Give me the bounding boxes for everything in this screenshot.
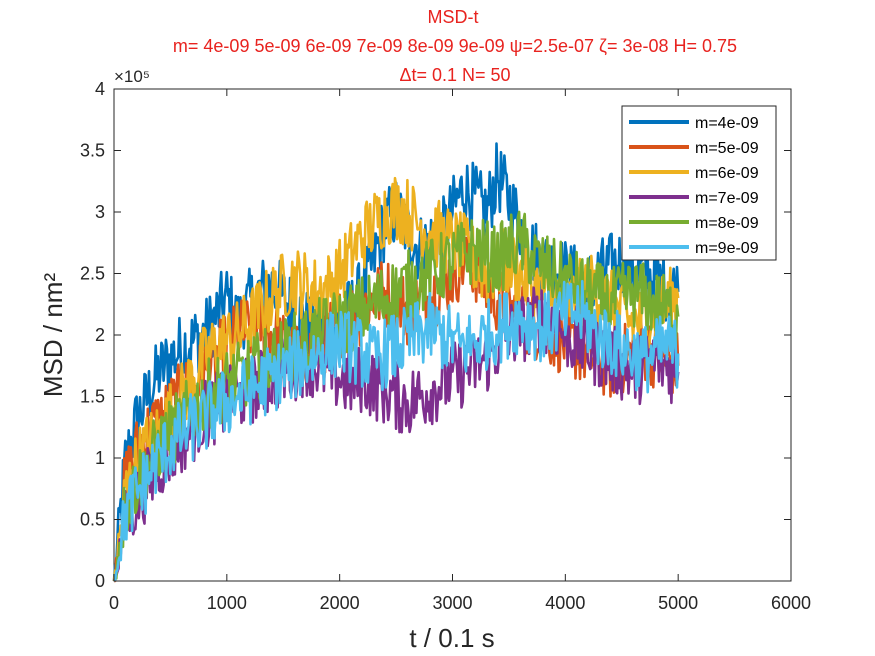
y-tick-label: 2 [95,325,105,345]
y-tick-label: 2.5 [80,264,105,284]
legend-label-6: m=9e-09 [695,240,759,257]
y-tick-label: 1 [95,448,105,468]
x-axis-label: t / 0.1 s [409,623,494,653]
legend-label-5: m=8e-09 [695,215,759,232]
x-tick-label: 5000 [658,593,698,613]
y-tick-label: 0.5 [80,510,105,530]
legend-label-4: m=7e-09 [695,190,759,207]
x-tick-label: 4000 [545,593,585,613]
chart-title: MSD-t [428,7,479,27]
x-tick-label: 6000 [771,593,811,613]
y-tick-label: 0 [95,571,105,591]
y-axis-label: MSD / nm² [38,273,68,398]
legend: m=4e-09 m=5e-09 m=6e-09 m=7e-09 m=8e-09 m=9e-… [621,105,777,261]
y-tick-label: 4 [95,79,105,99]
y-exponent-label: ×10⁵ [114,67,150,86]
legend-label-3: m=6e-09 [695,165,759,182]
y-tick-label: 3 [95,202,105,222]
legend-box [621,105,777,261]
y-tick-label: 3.5 [80,141,105,161]
x-tick-label: 2000 [320,593,360,613]
series-line-6 [113,279,680,583]
series-line-4 [112,286,680,582]
x-tick-label: 3000 [432,593,472,613]
x-tick-label: 0 [109,593,119,613]
series-layer [112,142,680,583]
legend-label-2: m=5e-09 [695,140,759,157]
x-axis-ticks: 0 1000 2000 3000 4000 5000 6000 [109,89,811,613]
y-tick-label: 1.5 [80,387,105,407]
x-tick-label: 1000 [207,593,247,613]
legend-label-1: m=4e-09 [695,115,759,132]
chart-subtitle-step: Δt= 0.1 N= 50 [399,65,510,85]
chart-subtitle-params: m= 4e-09 5e-09 6e-09 7e-09 8e-09 9e-09 ψ… [173,36,737,56]
y-axis-ticks: 0 0.5 1 1.5 2 2.5 3 3.5 4 [80,79,791,591]
